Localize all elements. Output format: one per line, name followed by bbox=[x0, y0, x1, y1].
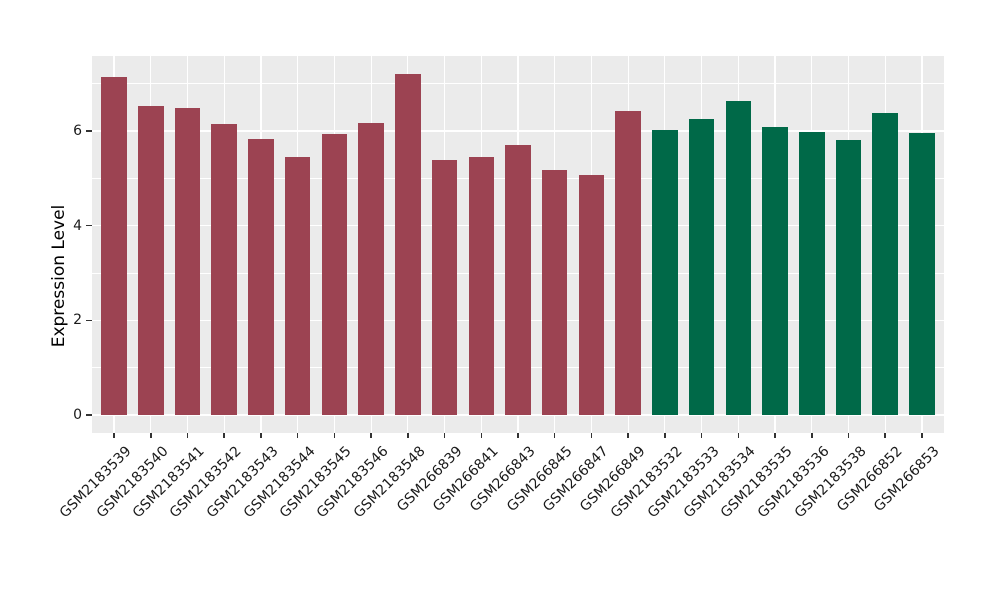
y-tick-mark bbox=[86, 319, 92, 322]
x-tick-mark bbox=[407, 433, 409, 438]
x-tick-mark bbox=[700, 433, 703, 438]
bar-GSM2183533 bbox=[688, 119, 715, 415]
x-tick-mark bbox=[150, 433, 152, 438]
y-tick-label: 2 bbox=[73, 312, 82, 329]
bar-GSM2183541 bbox=[174, 107, 201, 415]
bar-GSM2183538 bbox=[835, 139, 862, 415]
bar-GSM2183543 bbox=[248, 139, 274, 415]
x-tick-mark bbox=[333, 433, 336, 438]
bar-GSM266843 bbox=[505, 145, 531, 415]
x-tick-mark bbox=[296, 433, 299, 438]
bar-GSM2183544 bbox=[284, 157, 311, 415]
y-tick-mark bbox=[86, 224, 92, 227]
y-tick-label: 0 bbox=[73, 407, 82, 423]
x-tick-mark bbox=[370, 433, 372, 438]
bar-GSM266845 bbox=[541, 170, 568, 415]
y-tick-label: 4 bbox=[73, 217, 82, 234]
x-tick-mark bbox=[517, 433, 519, 438]
x-tick-mark bbox=[884, 433, 886, 438]
y-tick-mark bbox=[86, 130, 92, 132]
bar-GSM2183539 bbox=[101, 77, 127, 415]
bar-GSM2183545 bbox=[321, 134, 348, 415]
bar-GSM266839 bbox=[431, 160, 458, 415]
x-tick-mark bbox=[774, 433, 776, 438]
x-tick-mark bbox=[737, 433, 740, 438]
x-tick-mark bbox=[590, 433, 593, 438]
y-tick-label: 6 bbox=[73, 123, 82, 140]
bar-GSM2183535 bbox=[762, 126, 788, 415]
bar-GSM2183542 bbox=[211, 123, 237, 415]
bar-GSM2183536 bbox=[799, 131, 825, 415]
plot-panel bbox=[92, 56, 944, 433]
bar-GSM266847 bbox=[578, 174, 605, 415]
x-tick-mark bbox=[847, 433, 850, 438]
bar-GSM2183548 bbox=[395, 74, 421, 415]
x-tick-mark bbox=[443, 433, 446, 438]
y-tick-mark bbox=[86, 414, 92, 416]
bar-GSM266841 bbox=[468, 157, 495, 415]
x-tick-mark bbox=[223, 433, 225, 438]
x-tick-mark bbox=[480, 433, 483, 438]
bar-GSM2183532 bbox=[652, 130, 678, 415]
bar-GSM266853 bbox=[909, 133, 935, 415]
x-tick-mark bbox=[664, 433, 666, 438]
x-tick-mark bbox=[553, 433, 556, 438]
x-tick-mark bbox=[186, 433, 189, 438]
bar-GSM2183534 bbox=[725, 101, 752, 415]
x-tick-mark bbox=[627, 433, 629, 438]
x-tick-mark bbox=[260, 433, 262, 438]
x-tick-mark bbox=[113, 433, 115, 438]
bar-GSM266849 bbox=[615, 111, 641, 415]
x-tick-mark bbox=[811, 433, 813, 438]
x-tick-mark bbox=[921, 433, 923, 438]
bar-GSM2183546 bbox=[358, 122, 384, 415]
bar-GSM2183540 bbox=[138, 105, 164, 415]
bar-GSM266852 bbox=[872, 113, 898, 415]
